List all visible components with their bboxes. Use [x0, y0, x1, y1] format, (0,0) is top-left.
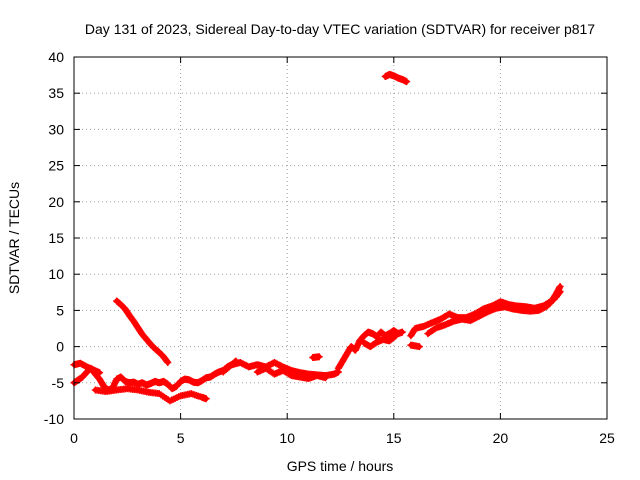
x-tick-label: 20 [493, 430, 509, 446]
x-axis-label: GPS time / hours [287, 458, 394, 474]
data-point [556, 288, 564, 296]
y-tick-label: -10 [44, 411, 64, 427]
x-tick-label: 5 [177, 430, 185, 446]
y-tick-label: 10 [48, 266, 64, 282]
y-tick-label: 35 [48, 85, 64, 101]
x-tick-label: 15 [386, 430, 402, 446]
y-tick-label: 30 [48, 121, 64, 137]
data-point [164, 359, 172, 367]
data-point [403, 78, 411, 86]
chart-title: Day 131 of 2023, Sidereal Day-to-day VTE… [85, 21, 595, 37]
x-tick-label: 25 [599, 430, 615, 446]
y-tick-label: -5 [52, 375, 65, 391]
y-tick-label: 20 [48, 194, 64, 210]
tick-layer: 0 5 10 15 20 25 -10 -5 0 5 10 15 20 25 30 35 40 [44, 49, 615, 446]
data-point [391, 333, 399, 341]
data-point [415, 343, 423, 351]
y-tick-label: 25 [48, 158, 64, 174]
data-point [398, 328, 406, 336]
x-tick-label: 10 [279, 430, 295, 446]
data-point [322, 374, 330, 382]
y-axis-label: SDTVAR / TECUs [6, 182, 22, 294]
y-tick-label: 5 [56, 302, 64, 318]
series-layer [70, 70, 564, 405]
x-tick-label: 0 [70, 430, 78, 446]
data-point [96, 369, 104, 377]
data-point [392, 332, 400, 340]
y-tick-label: 15 [48, 230, 64, 246]
y-tick-label: 0 [56, 339, 64, 355]
y-tick-label: 40 [48, 49, 64, 65]
data-point [202, 395, 210, 403]
data-point [315, 353, 323, 361]
